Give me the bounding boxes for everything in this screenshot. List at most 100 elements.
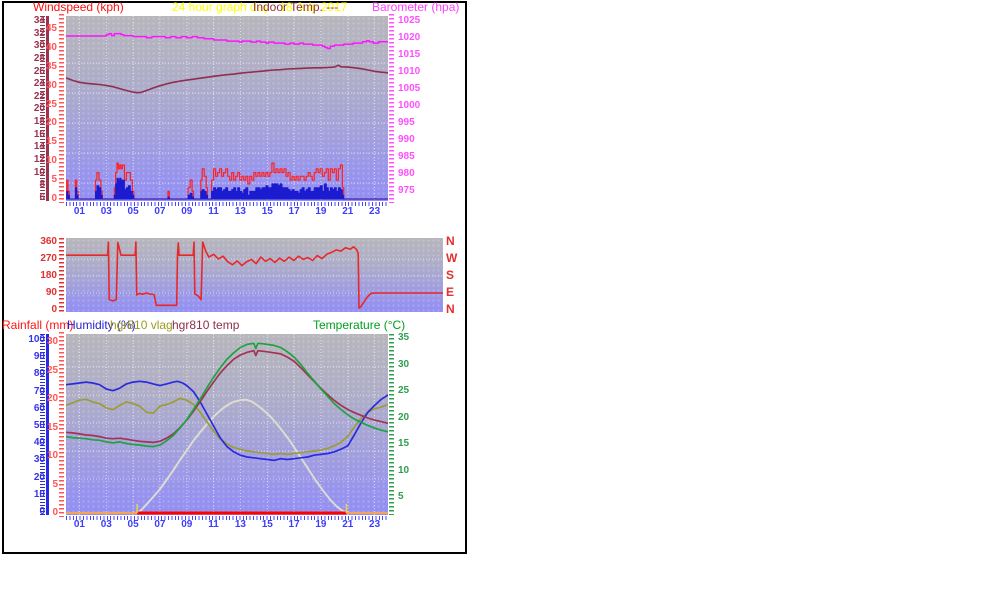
axis-label-temperature_c: 15 — [398, 438, 410, 449]
x-hour-label: 23 — [369, 519, 381, 530]
axis-label-indoor_temp_c: 10 — [33, 166, 45, 178]
axis-label-rainfall_mm: 15 — [47, 421, 59, 433]
axis-label-temperature_c: 25 — [398, 385, 410, 396]
series-humidity_pct — [66, 380, 388, 462]
series-wind_direction_deg — [66, 241, 443, 309]
wind-direction-letter: N — [446, 302, 455, 316]
wind-direction-letter: N — [446, 234, 455, 248]
series-wind_gust_kph — [66, 162, 388, 200]
wind-direction-letter: E — [446, 285, 455, 299]
axis-label-temperature_c: 20 — [398, 411, 410, 423]
axis-label-humidity_pct: 90 — [33, 351, 45, 363]
axis-label-windspeed_kph: 45 — [45, 22, 57, 34]
axis-label-windspeed_kph: 10 — [45, 155, 57, 167]
axis-label-humidity_pct: 50 — [33, 420, 45, 431]
axis-label-indoor_temp_c: 26 — [33, 65, 45, 77]
barometer-axis-ticks — [389, 14, 394, 203]
axis-label-temperature_c: 10 — [398, 464, 410, 476]
axis-label-humidity_pct: 100 — [28, 334, 45, 345]
axis-label-indoor_temp_c: 28 — [33, 52, 45, 64]
x-hour-label: 07 — [154, 206, 166, 217]
rain-humidity-temperature-chart-canvas — [66, 334, 388, 515]
axis-label-windspeed_kph: 35 — [45, 60, 57, 72]
axis-label-indoor_temp_c: 6 — [39, 191, 45, 203]
axis-label-rainfall_mm: 5 — [52, 478, 58, 490]
axis-label-barometer_hpa: 1000 — [398, 100, 421, 111]
bottom-chart-plot — [66, 334, 388, 515]
series-wind_avg_kph — [66, 177, 388, 200]
axis-label-barometer_hpa: 1015 — [398, 49, 421, 60]
axis-label-humidity_pct: 10 — [33, 488, 45, 500]
indoor-axis-ticks — [40, 16, 45, 201]
windspeed-title: Windspeed (kph) — [33, 0, 124, 14]
axis-label-barometer_hpa: 1025 — [398, 15, 421, 26]
x-hour-label: 01 — [73, 206, 85, 217]
series-hgr810_temp_c — [66, 349, 388, 444]
axis-label-direction_deg: 270 — [40, 253, 57, 264]
axis-label-direction_deg: 90 — [45, 287, 57, 298]
axis-label-barometer_hpa: 985 — [398, 151, 415, 162]
rainfall-title: Rainfall (mm) — [2, 318, 74, 332]
temperature-title: Temperature (°C) — [313, 318, 406, 332]
x-hour-label: 21 — [342, 206, 354, 217]
x-hour-label: 05 — [127, 206, 139, 217]
axis-label-humidity_pct: 0 — [39, 506, 45, 517]
axis-label-temperature_c: 30 — [398, 358, 410, 370]
axis-label-indoor_temp_c: 14 — [33, 141, 45, 153]
axis-label-indoor_temp_c: 24 — [33, 78, 45, 90]
window-border-frame — [2, 1, 467, 554]
series-temperature_c — [66, 342, 388, 448]
axis-label-barometer_hpa: 1005 — [398, 83, 421, 94]
x-hour-label: 19 — [315, 206, 327, 217]
axis-label-temperature_c: 35 — [398, 332, 410, 343]
axis-label-indoor_temp_c: 22 — [33, 90, 45, 102]
wind-direction-chart-canvas — [66, 241, 443, 309]
x-hour-label: 05 — [127, 519, 139, 530]
rainfall-axis-ticks — [59, 332, 64, 517]
top-chart-plot — [66, 16, 388, 201]
humidity-axis-bar — [46, 334, 49, 515]
axis-label-indoor_temp_c: 30 — [33, 40, 45, 52]
axis-label-humidity_pct: 40 — [33, 437, 45, 449]
humidity-axis-ticks — [40, 334, 45, 515]
axis-label-direction_deg: 0 — [51, 304, 57, 315]
axis-label-direction_deg: 360 — [40, 236, 57, 247]
x-hour-label: 01 — [73, 519, 85, 530]
axis-label-windspeed_kph: 30 — [45, 79, 57, 91]
hgr810-temp-title: hgr810 temp — [172, 318, 240, 332]
axis-label-windspeed_kph: 15 — [45, 136, 57, 148]
wind-direction-letter: W — [446, 251, 458, 265]
axis-label-indoor_temp_c: 34 — [33, 15, 45, 26]
x-hour-label: 19 — [315, 519, 327, 530]
axis-label-rainfall_mm: 25 — [47, 364, 59, 376]
x-hour-label: 17 — [288, 519, 300, 530]
wind-direction-plot — [66, 238, 443, 312]
axis-label-humidity_pct: 70 — [33, 385, 45, 397]
axis-label-barometer_hpa: 980 — [398, 168, 415, 179]
axis-label-temperature_c: 5 — [398, 491, 404, 502]
wind-direction-axis-ticks — [59, 238, 64, 314]
axis-label-humidity_pct: 20 — [33, 471, 45, 483]
wind-direction-letter: S — [446, 268, 455, 282]
x-hour-label: 17 — [288, 206, 300, 217]
barometer-title: Barometer (hpa) — [372, 0, 460, 14]
axis-label-indoor_temp_c: 16 — [33, 128, 45, 140]
graph-day-title: 24 hour graph day : 18 July 2017 — [172, 0, 348, 14]
indoor-temp-title: Indoor Temp. --- — [253, 0, 339, 14]
x-hour-label: 03 — [100, 206, 112, 217]
axis-label-indoor_temp_c: 20 — [33, 103, 45, 115]
axis-label-indoor_temp_c: 32 — [33, 27, 45, 39]
temperature-axis-ticks — [389, 334, 394, 515]
x-hour-label: 03 — [100, 519, 112, 530]
axis-label-barometer_hpa: 1010 — [398, 66, 421, 77]
wind-indoor-barometer-chart-canvas — [66, 16, 388, 201]
humidity-title: Humidity (%) — [67, 318, 136, 332]
axis-label-rainfall_mm: 0 — [52, 507, 58, 518]
x-hour-label: 11 — [208, 519, 219, 530]
axis-label-indoor_temp_c: 18 — [33, 116, 45, 128]
series-hgr810_vlag_pct — [66, 397, 388, 456]
axis-label-barometer_hpa: 975 — [398, 185, 415, 196]
x-hour-label: 23 — [369, 206, 381, 217]
x-hour-label: 07 — [154, 519, 166, 530]
